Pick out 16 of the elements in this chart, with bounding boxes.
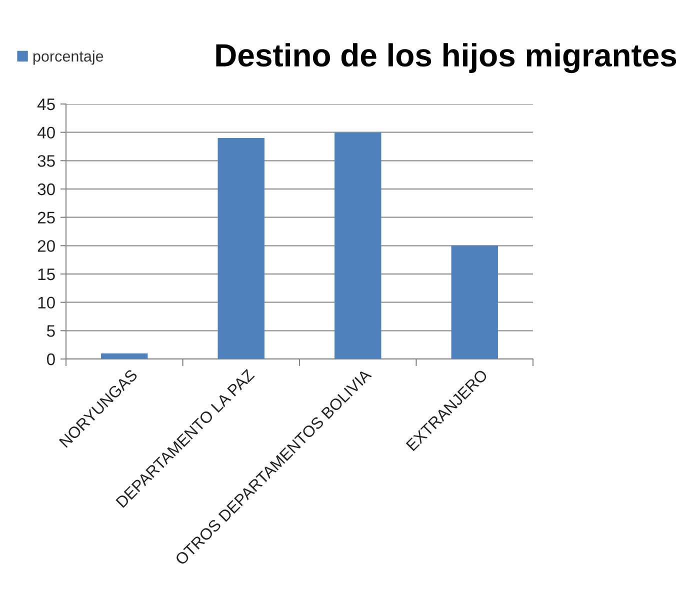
y-tick-label: 35	[38, 155, 55, 167]
y-tick-label: 10	[38, 296, 55, 309]
y-tick-label: 15	[38, 268, 55, 280]
chart-title: Destino de los hijos migrantes	[216, 43, 676, 74]
bar	[218, 138, 264, 359]
y-tick-label: 25	[38, 212, 55, 224]
bar	[334, 132, 382, 359]
y-tick-label: 20	[38, 240, 55, 252]
y-tick-label: 0	[46, 353, 55, 366]
y-tick-label: 40	[37, 126, 55, 139]
legend-label: porcentaje	[33, 50, 104, 65]
y-tick-label: 45	[37, 98, 55, 110]
bar	[101, 353, 148, 359]
y-tick-label: 30	[38, 183, 55, 196]
y-tick-label: 5	[46, 325, 55, 337]
bar	[451, 246, 498, 359]
